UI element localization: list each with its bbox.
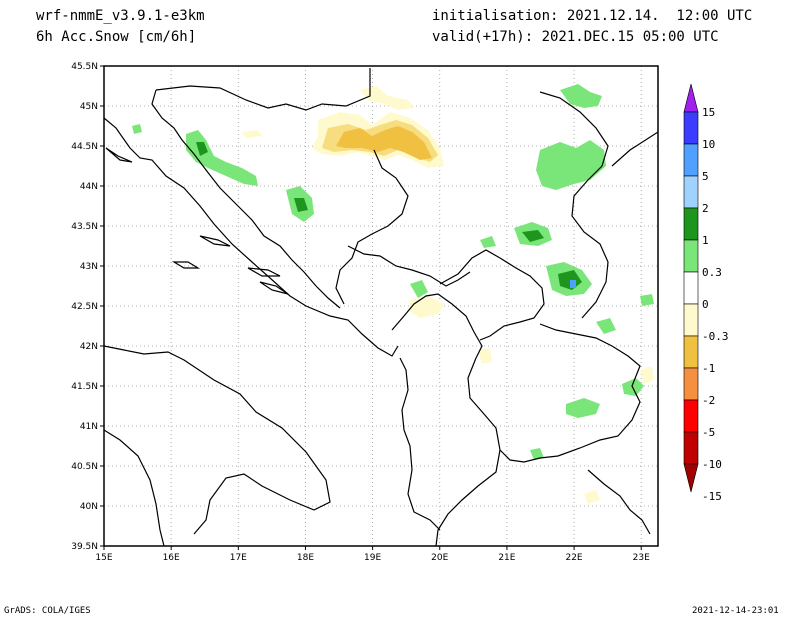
blue-spot bbox=[570, 280, 576, 288]
green-macedonia bbox=[566, 398, 600, 418]
snow-small-pale bbox=[242, 130, 262, 138]
colorbar-label: -10 bbox=[702, 458, 722, 471]
bosnia-east-border bbox=[335, 149, 409, 305]
albania-north-border bbox=[391, 293, 483, 359]
montenegro-border-north bbox=[347, 245, 471, 287]
kosovo-border bbox=[439, 249, 545, 341]
snow-gold bbox=[336, 126, 432, 160]
green-dark-2 bbox=[294, 198, 308, 212]
bosnia-west-border bbox=[151, 89, 341, 309]
snow-field bbox=[132, 84, 654, 504]
colorbar-box bbox=[683, 111, 699, 145]
island-2 bbox=[171, 261, 201, 269]
lat-label: 40.5N bbox=[71, 462, 98, 472]
colorbar-box bbox=[683, 335, 699, 369]
lat-label: 39.5N bbox=[71, 542, 98, 552]
bosnia-north-border bbox=[155, 68, 371, 111]
italy-heel bbox=[103, 345, 331, 535]
init-time: initialisation: 2021.12.14. 12:00 UTC bbox=[432, 8, 753, 24]
field-title: 6h Acc.Snow [cm/6h] bbox=[36, 29, 197, 45]
green-serbia-east bbox=[536, 140, 606, 190]
colorbar-box bbox=[683, 431, 699, 465]
colorbar-label: -1 bbox=[702, 362, 715, 375]
green-small-1 bbox=[480, 236, 496, 248]
lat-label: 42.5N bbox=[71, 302, 98, 312]
lat-label: 44.5N bbox=[71, 142, 98, 152]
serbia-east-border bbox=[539, 91, 609, 319]
green-small-4 bbox=[132, 124, 142, 134]
colorbar-label: 5 bbox=[702, 170, 709, 183]
romania-border bbox=[611, 131, 659, 167]
macedonia-border bbox=[467, 323, 641, 463]
lon-label: 18E bbox=[297, 553, 314, 563]
green-montenegro bbox=[410, 280, 428, 298]
island-4 bbox=[259, 281, 289, 295]
colorbar-box bbox=[683, 239, 699, 273]
snow-north-pale bbox=[360, 86, 414, 110]
colorbar-label: 1 bbox=[702, 234, 709, 247]
greece-border bbox=[435, 449, 501, 547]
colorbar-label: 2 bbox=[702, 202, 709, 215]
model-title: wrf-nmmE_v3.9.1-e3km bbox=[36, 8, 205, 24]
snow-pale-mk bbox=[478, 348, 492, 364]
green-small-5 bbox=[640, 294, 654, 306]
colorbar-label: -2 bbox=[702, 394, 715, 407]
colorbar-box bbox=[683, 303, 699, 337]
island-3 bbox=[247, 267, 281, 277]
latitude-labels: 45.5N 45N 44.5N 44N 43.5N 43N 42.5N 42N 41.5N 41N… bbox=[71, 62, 104, 552]
colorbar-label: 0 bbox=[702, 298, 709, 311]
greece-coast-east bbox=[587, 469, 651, 535]
albania-coast bbox=[399, 357, 441, 531]
green-small-2 bbox=[530, 448, 544, 460]
lat-label: 43.5N bbox=[71, 222, 98, 232]
lat-label: 42N bbox=[80, 342, 98, 352]
longitude-labels: 15E 16E 17E 18E 19E 20E 21E 22E 23E bbox=[95, 546, 650, 563]
lat-label: 44N bbox=[80, 182, 98, 192]
lon-label: 17E bbox=[230, 553, 247, 563]
green-serbia-north bbox=[560, 84, 602, 108]
lon-label: 22E bbox=[565, 553, 582, 563]
colorbar-label: 0.3 bbox=[702, 266, 722, 279]
island-5 bbox=[105, 147, 133, 163]
adriatic-coast-east bbox=[103, 117, 399, 357]
colorbar: 15 10 5 2 1 0.3 0 -0.3 -1 -2 -5 -10 -15 bbox=[683, 83, 729, 503]
green-dark-1 bbox=[196, 142, 208, 156]
footer-left: GrADS: COLA/IGES bbox=[4, 606, 91, 616]
lat-label: 41N bbox=[80, 422, 98, 432]
green-dark-3 bbox=[522, 230, 544, 242]
colorbar-label: 15 bbox=[702, 106, 715, 119]
snow-pale-east bbox=[640, 366, 654, 384]
colorbar-label: -5 bbox=[702, 426, 715, 439]
colorbar-label: 10 bbox=[702, 138, 715, 151]
colorbar-box bbox=[683, 399, 699, 433]
lon-label: 23E bbox=[633, 553, 650, 563]
colorbar-box bbox=[683, 271, 699, 305]
lon-label: 21E bbox=[498, 553, 515, 563]
lat-label: 43N bbox=[80, 262, 98, 272]
colorbar-label: -0.3 bbox=[702, 330, 729, 343]
snow-pale-gr bbox=[584, 490, 600, 504]
colorbar-box bbox=[683, 175, 699, 209]
lat-label: 45.5N bbox=[71, 62, 98, 72]
coastlines-borders bbox=[103, 68, 659, 547]
colorbar-label: -15 bbox=[702, 490, 722, 503]
colorbar-top-arrow bbox=[683, 83, 699, 113]
colorbar-box bbox=[683, 367, 699, 401]
colorbar-box bbox=[683, 207, 699, 241]
lat-label: 40N bbox=[80, 502, 98, 512]
italy-calabria bbox=[103, 429, 165, 547]
lat-label: 41.5N bbox=[71, 382, 98, 392]
footer-right: 2021-12-14-23:01 bbox=[692, 606, 779, 616]
valid-time: valid(+17h): 2021.DEC.15 05:00 UTC bbox=[432, 29, 719, 45]
lon-label: 19E bbox=[364, 553, 381, 563]
lon-label: 20E bbox=[431, 553, 448, 563]
lon-label: 15E bbox=[95, 553, 112, 563]
island-1 bbox=[199, 235, 231, 247]
colorbar-bottom-arrow bbox=[683, 463, 699, 493]
green-small-3 bbox=[596, 318, 616, 334]
colorbar-box bbox=[683, 143, 699, 177]
lon-label: 16E bbox=[163, 553, 180, 563]
lat-label: 45N bbox=[80, 102, 98, 112]
